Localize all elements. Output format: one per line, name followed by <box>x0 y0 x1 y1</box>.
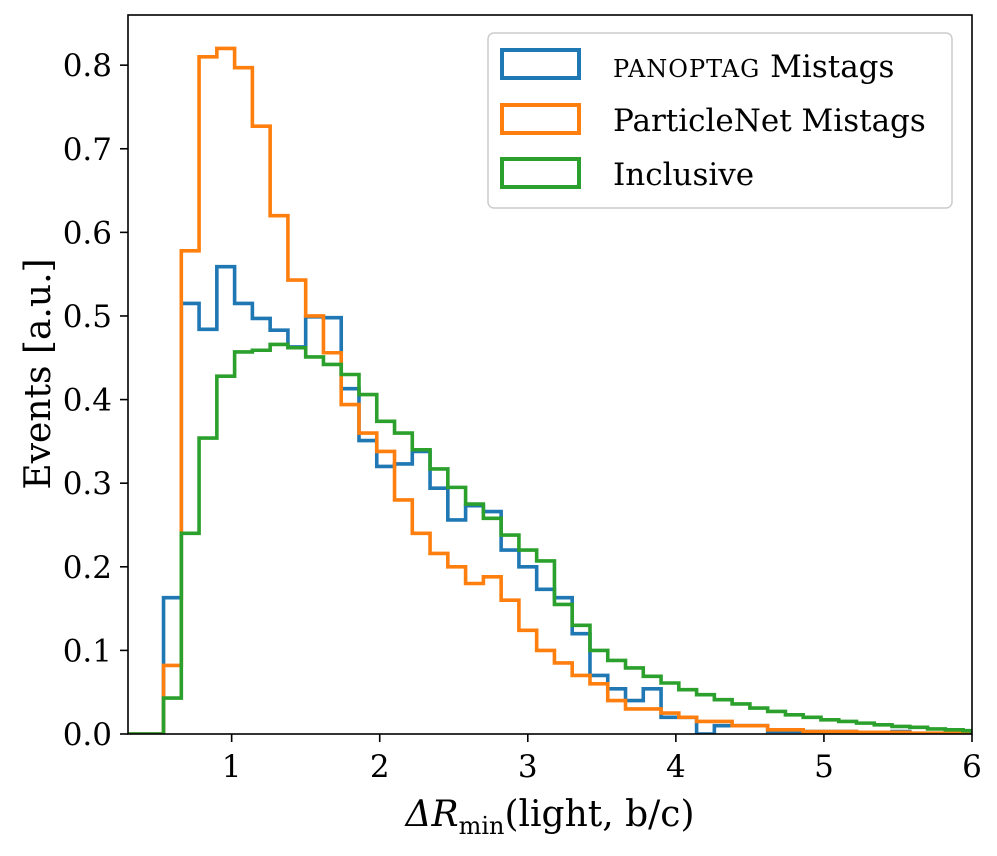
legend-label-inclusive: Inclusive <box>613 157 754 193</box>
y-tick-label: 0.1 <box>63 633 112 669</box>
x-axis-label-arg: (light, b/c) <box>504 794 694 835</box>
y-tick-label: 0.0 <box>63 717 112 753</box>
y-tick-label: 0.5 <box>63 299 112 335</box>
legend: PanopTag Mistags ParticleNet Mistags Inc… <box>487 32 953 209</box>
x-axis-label: ΔRmin(light, b/c) <box>403 794 694 840</box>
legend-swatch-panoptag <box>500 48 581 80</box>
x-tick-label: 1 <box>222 749 242 785</box>
legend-label-panoptag-text: Mistags <box>770 49 894 85</box>
y-tick-label: 0.2 <box>63 550 112 586</box>
x-tick-label: 3 <box>518 749 538 785</box>
series-layer <box>128 46 972 734</box>
y-axis-label: Events [a.u.] <box>18 258 59 489</box>
x-axis-label-sub: min <box>459 812 505 840</box>
x-axis-ticks: 1 2 3 4 5 6 <box>222 734 982 785</box>
x-axis-label-main: ΔR <box>403 794 458 835</box>
x-tick-label: 5 <box>814 749 834 785</box>
series-line-1 <box>128 46 972 734</box>
legend-label-panoptag-smallcaps: PanopTag <box>613 55 760 83</box>
y-axis-ticks: 0.0 0.1 0.2 0.3 0.4 0.5 0.6 0.7 0.8 <box>63 48 128 753</box>
legend-swatch-inclusive <box>500 157 581 189</box>
x-tick-label: 4 <box>666 749 686 785</box>
legend-label-panoptag: PanopTag Mistags <box>613 49 894 85</box>
series-line-2 <box>128 342 972 734</box>
y-tick-label: 0.7 <box>63 132 112 168</box>
y-tick-label: 0.3 <box>63 466 112 502</box>
y-tick-label: 0.4 <box>63 383 112 419</box>
y-tick-label: 0.8 <box>63 48 112 84</box>
legend-box <box>487 32 953 209</box>
legend-label-particlenet: ParticleNet Mistags <box>613 103 926 139</box>
plot-frame <box>127 14 973 735</box>
x-tick-label: 2 <box>370 749 390 785</box>
legend-swatch-particlenet <box>500 103 581 135</box>
series-line-0 <box>128 264 972 734</box>
y-tick-label: 0.6 <box>63 215 112 251</box>
x-tick-label: 6 <box>962 749 982 785</box>
